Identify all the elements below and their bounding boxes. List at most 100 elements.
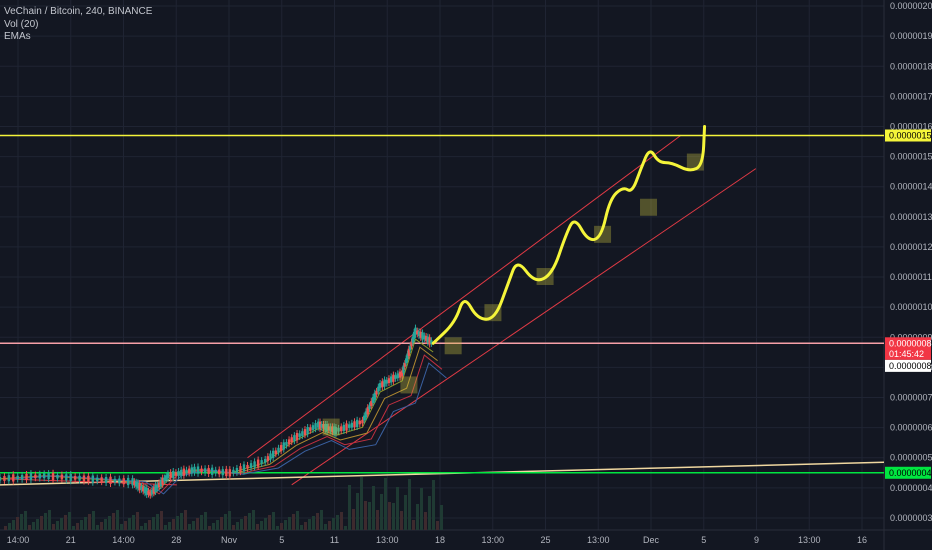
volume-bar <box>184 510 187 530</box>
x-tick-label: 5 <box>701 535 706 545</box>
volume-bar <box>100 522 103 530</box>
candle-body <box>73 476 77 480</box>
price-tag <box>885 466 931 479</box>
volume-bar <box>204 512 207 530</box>
candle-body <box>406 353 409 360</box>
volume-bar <box>168 522 171 530</box>
long-trend-line <box>0 461 885 486</box>
volume-bar <box>40 516 43 530</box>
candle-body <box>287 439 291 445</box>
price-tag-label: 0.00000157 <box>889 131 932 141</box>
volume-bar <box>120 524 123 530</box>
candle-body <box>136 482 140 489</box>
candle-body <box>193 466 196 473</box>
candle-body <box>361 419 364 424</box>
x-tick-label: 11 <box>330 535 339 545</box>
volume-bar <box>340 512 343 530</box>
volume-bar <box>16 517 19 530</box>
candle-body <box>337 427 340 432</box>
candle-body <box>242 464 246 472</box>
volume-bar <box>312 516 315 530</box>
volume-bar <box>348 485 351 530</box>
volume-bar <box>256 524 259 530</box>
candle-body <box>16 475 19 480</box>
candle-body <box>256 459 260 467</box>
candle-body <box>78 475 81 481</box>
price-tag-label: 0.00000045 <box>889 468 932 478</box>
volume-bar <box>276 526 279 530</box>
volume-bar <box>304 522 307 530</box>
highlight-box <box>322 418 340 436</box>
volume-bar <box>280 523 283 530</box>
volume-bar <box>264 518 267 530</box>
candle-body <box>364 411 368 418</box>
candle-body <box>29 473 33 481</box>
volume-bar <box>12 520 15 530</box>
volume-bar <box>56 521 59 530</box>
volume-bar <box>8 523 11 530</box>
x-tick-label: 13:00 <box>481 535 504 545</box>
candle-body <box>138 483 141 491</box>
candle-body <box>329 426 332 432</box>
candle-body <box>414 327 417 335</box>
candle-body <box>140 486 143 490</box>
volume-bar <box>408 479 411 530</box>
candle-body <box>410 341 413 347</box>
candle-body <box>65 474 68 481</box>
candle-body <box>182 468 186 476</box>
candle-body <box>69 473 72 482</box>
candle-body <box>269 453 272 460</box>
volume-indicator-label[interactable]: Vol (20) <box>4 18 39 30</box>
volume-bar <box>36 519 39 530</box>
candle-body <box>428 337 431 345</box>
volume-bar <box>76 523 79 530</box>
candle-body <box>387 378 391 384</box>
candle-body <box>318 421 322 429</box>
candle-body <box>185 469 188 474</box>
volume-bar <box>20 514 23 530</box>
volume-bar <box>208 526 211 530</box>
candle-body <box>174 472 178 476</box>
candle-body <box>411 336 415 343</box>
candle-body <box>423 335 426 340</box>
ema-indicator-label[interactable]: EMAs <box>4 31 31 42</box>
candle-body <box>306 427 309 435</box>
volume-bar <box>384 478 387 530</box>
candle-body <box>232 469 235 474</box>
candle-body <box>20 474 24 480</box>
volume-bar <box>112 513 115 530</box>
volume-bar <box>160 511 163 530</box>
x-tick-label: 16 <box>857 535 867 545</box>
candle-body <box>309 427 312 431</box>
candle-body <box>180 469 183 476</box>
symbol-title[interactable]: VeChain / Bitcoin, 240, BINANCE <box>4 6 153 17</box>
candle-body <box>145 487 148 496</box>
price-tag-label: 0.00000088 <box>889 338 932 348</box>
x-tick-label: 21 <box>66 535 76 545</box>
candle-body <box>109 476 112 484</box>
candle-body <box>277 447 280 453</box>
candle-body <box>172 470 175 479</box>
candle-body <box>426 336 430 343</box>
volume-bar <box>240 519 243 530</box>
candle-body <box>196 466 200 474</box>
volume-bar <box>44 513 47 530</box>
highlight-box <box>444 337 462 355</box>
volume-bar <box>192 521 195 530</box>
candle-body <box>350 422 354 428</box>
volume-bar <box>84 517 87 530</box>
candle-body <box>152 487 156 494</box>
candle-body <box>353 421 356 428</box>
volume-bar <box>424 512 427 530</box>
volume-bar <box>248 513 251 530</box>
y-tick-label: 0.00000030 <box>890 513 932 523</box>
price-tag <box>885 129 931 142</box>
candle-body <box>126 477 130 486</box>
candle-body <box>118 478 121 484</box>
